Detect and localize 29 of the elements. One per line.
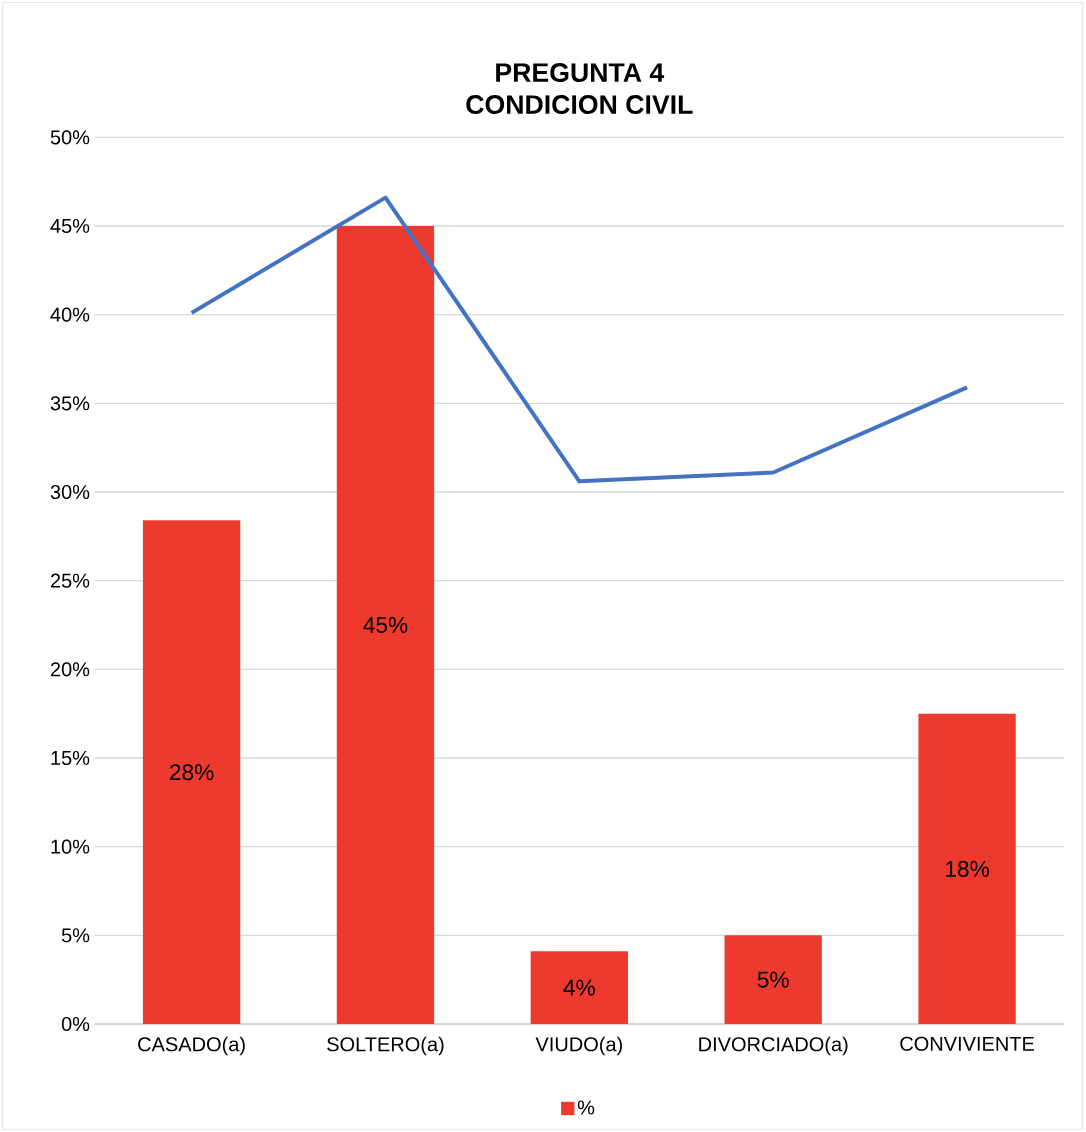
y-tick-label: 50%: [50, 130, 90, 145]
y-tick-label: 45%: [50, 218, 90, 234]
x-tick-label: CONVIVIENTE: [900, 1036, 1034, 1051]
x-tick-label: CASADO(a): [138, 1036, 245, 1056]
y-tick-label: 40%: [50, 307, 90, 322]
data-label: 28%: [170, 764, 214, 781]
y-tick-label: 25%: [50, 573, 90, 588]
data-label: 45%: [363, 617, 408, 633]
y-tick-label: 0%: [61, 1016, 90, 1032]
y-tick-label: 30%: [50, 484, 90, 500]
data-label: 18%: [946, 860, 989, 877]
line-series: [189, 195, 970, 484]
bar: [142, 520, 241, 1024]
x-tick-label: VIUDO(a): [535, 1036, 622, 1056]
bar: [336, 225, 435, 1024]
bar: [724, 935, 822, 1024]
chart-title: PREGUNTA 4 CONDICION CIVIL: [466, 63, 693, 115]
y-tick-label: 35%: [50, 396, 90, 411]
y-tick-label: 10%: [51, 839, 90, 854]
legend-label: %: [577, 1100, 595, 1115]
bar: [918, 713, 1016, 1024]
data-label: 5%: [757, 971, 789, 988]
y-tick-label: 15%: [51, 750, 90, 766]
x-tick-label: SOLTERO(a): [327, 1036, 444, 1056]
x-tick-label: DIVORCIADO(a): [699, 1036, 848, 1056]
y-tick-label: 5%: [61, 928, 90, 943]
bar: [530, 951, 629, 1024]
y-tick-label: 20%: [50, 662, 90, 677]
data-label: 4%: [563, 979, 595, 996]
